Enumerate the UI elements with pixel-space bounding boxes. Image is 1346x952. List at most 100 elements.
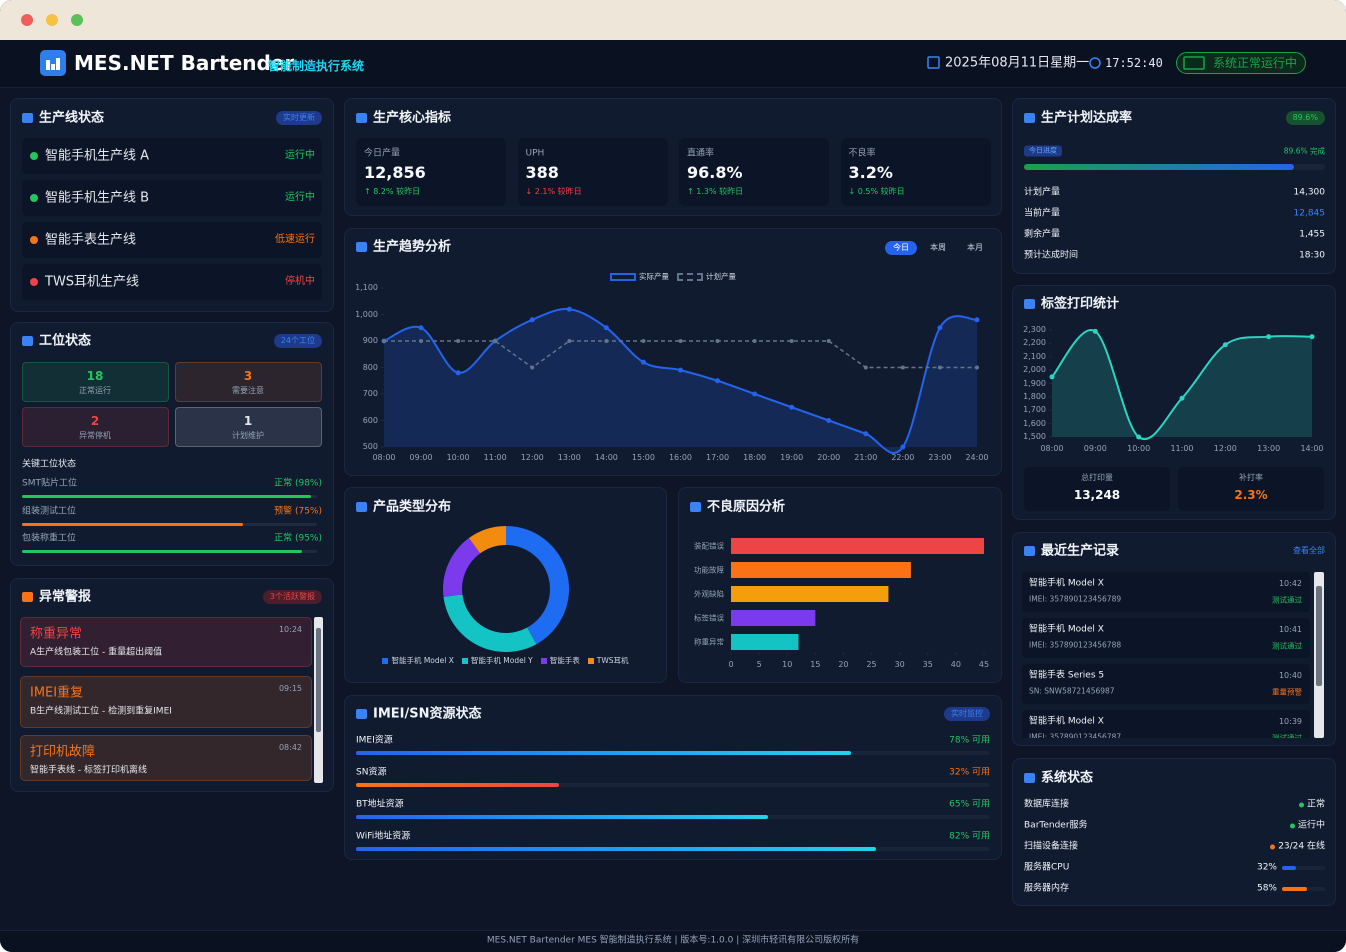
alert-title: 打印机故障: [30, 744, 96, 760]
station-status: 正常 (95%): [274, 533, 322, 544]
station-label: 正常运行: [79, 386, 111, 395]
point: [419, 339, 424, 343]
x-tick-label: 0: [728, 660, 734, 669]
panel-title: 生产计划达成率: [1041, 110, 1133, 126]
x-tick-label: 22:00: [891, 453, 915, 462]
y-tick-label: 1,600: [1023, 418, 1046, 428]
point: [604, 339, 609, 343]
line-row: [22, 180, 322, 216]
kpi-card: [517, 138, 668, 206]
kpi-label: UPH: [525, 148, 545, 159]
panel-title: 生产线状态: [39, 110, 105, 126]
stat-label: 总打印量: [1081, 473, 1113, 482]
alert: [20, 735, 312, 781]
line-row: [22, 222, 322, 258]
record-code: IMEI: 357890123456789: [1029, 594, 1122, 604]
kpi-change: ↓ 2.1% 较昨日: [525, 187, 582, 196]
y-tick-label: 1,100: [355, 283, 378, 292]
panel-title: 异常警报: [39, 589, 92, 605]
legend-swatch: [540, 657, 547, 664]
resource-label: 78% 可用: [949, 735, 990, 746]
title-icon: [1024, 773, 1035, 783]
point: [493, 339, 498, 343]
alert-time: 09:15: [278, 684, 302, 693]
view-all-link[interactable]: 查看全部: [1293, 546, 1325, 555]
logo: [40, 50, 66, 76]
plan-value: 12,845: [1293, 208, 1326, 219]
system-label: 扫描设备连接: [1024, 841, 1079, 852]
record-time: 10:40: [1278, 671, 1302, 680]
station-cell: [22, 362, 169, 402]
x-tick-label: 45: [978, 660, 990, 669]
record-status: 测试通过: [1272, 733, 1302, 738]
x-tick-label: 08:00: [372, 453, 396, 462]
point: [937, 325, 943, 331]
legend-swatch: [677, 273, 703, 281]
panel-title: 标签打印统计: [1041, 296, 1120, 312]
status-dot: [30, 194, 38, 202]
y-tick-label: 800: [362, 362, 378, 372]
panel-title: 工位状态: [39, 333, 92, 349]
system-bar: [1282, 887, 1307, 891]
alert-title: 称重异常: [30, 626, 83, 642]
stat-value: 13,248: [1073, 488, 1121, 502]
line-status: 低速运行: [275, 234, 315, 245]
calendar-icon: [927, 56, 940, 69]
alert-time: 08:42: [278, 743, 302, 752]
resource-name: IMEI资源: [356, 735, 393, 746]
date: 2025年08月11日星期一: [945, 55, 1090, 71]
tab[interactable]: 本周: [930, 243, 946, 252]
badge: 实时监控: [944, 707, 990, 721]
x-tick-label: 16:00: [668, 453, 693, 462]
title-icon: [356, 502, 367, 512]
status-dot: [30, 152, 38, 160]
point: [752, 339, 757, 343]
x-tick-label: 18:00: [743, 453, 767, 462]
alert-title: IMEI重复: [30, 685, 84, 701]
legend-swatch: [610, 273, 636, 281]
x-tick-label: 40: [950, 660, 961, 669]
line-status: 运行中: [285, 150, 315, 161]
stat-value: 2.3%: [1234, 488, 1268, 502]
bar: [731, 586, 889, 602]
y-tick-label: 2,000: [1023, 365, 1046, 375]
footer-text: MES.NET Bartender MES 智能制造执行系统 | 版本号:1.0…: [486, 935, 860, 946]
legend: 实际产量 计划产量: [344, 273, 1002, 281]
station-cell: [22, 407, 169, 447]
alert-desc: A生产线包装工位 - 重量超出阈值: [30, 647, 163, 658]
panel-title: IMEI/SN资源状态: [373, 706, 482, 722]
point: [641, 339, 646, 343]
record-title: 智能手表 Series 5: [1029, 670, 1105, 681]
y-tick-label: 装配错误: [694, 541, 724, 551]
badge: 24个工位: [273, 334, 322, 348]
point: [900, 365, 905, 370]
tab[interactable]: 本月: [967, 243, 983, 252]
x-tick-label: 20:00: [817, 453, 841, 462]
point: [640, 359, 646, 365]
panel-title: 生产趋势分析: [373, 239, 452, 255]
point: [456, 339, 461, 343]
point: [900, 444, 906, 450]
point: [382, 339, 386, 343]
donut-slice: [443, 594, 537, 653]
tab[interactable]: 今日: [885, 241, 917, 255]
legend-label: TWS耳机: [596, 656, 629, 665]
title-icon: [22, 336, 33, 346]
legend-label: 智能手机 Model Y: [470, 656, 533, 665]
resource-label: 82% 可用: [949, 831, 990, 842]
title-icon: [1024, 113, 1035, 123]
point: [455, 370, 461, 376]
x-tick-label: 11:00: [483, 453, 507, 462]
kpi-card: [356, 138, 506, 206]
plan-value: 1,455: [1299, 229, 1325, 240]
title-icon: [356, 709, 367, 719]
record-code: IMEI: 357890123456788: [1029, 640, 1122, 650]
panel: [678, 487, 1002, 683]
y-tick-label: 1,000: [355, 309, 378, 319]
resource-bar: [356, 751, 851, 755]
clock-icon: [1089, 57, 1101, 69]
system-status-text: 正常: [1306, 799, 1325, 810]
y-tick-label: 2,200: [1023, 338, 1046, 348]
status-dot: [30, 278, 38, 286]
